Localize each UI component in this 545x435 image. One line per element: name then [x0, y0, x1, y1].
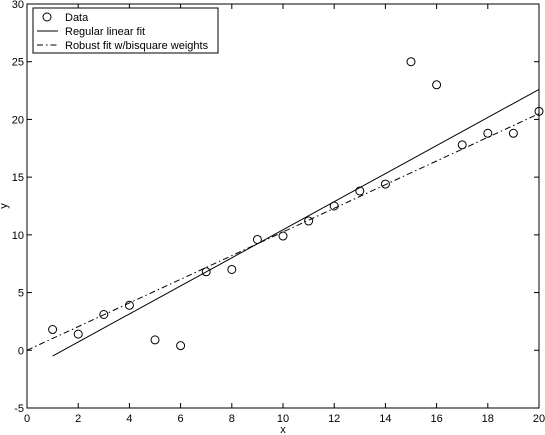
y-tick-label: 0 — [18, 345, 24, 357]
data-point — [355, 186, 365, 196]
data-point — [304, 216, 314, 226]
x-tick-label: 12 — [328, 413, 340, 425]
data-point — [201, 267, 211, 277]
data-point — [48, 325, 58, 335]
y-tick-label: 30 — [12, 0, 24, 11]
x-tick-label: 6 — [178, 413, 184, 425]
data-point — [380, 179, 390, 189]
legend: Data Regular linear fit Robust fit w/bis… — [32, 7, 219, 54]
legend-box — [32, 7, 219, 54]
y-tick-label: 15 — [12, 172, 24, 184]
x-tick-label: 16 — [430, 413, 442, 425]
data-point — [534, 106, 544, 116]
data-point — [508, 128, 518, 138]
y-tick-label: 5 — [18, 288, 24, 300]
x-tick-label: 4 — [126, 413, 132, 425]
y-tick-label: 10 — [12, 230, 24, 242]
legend-label-robust: Robust fit w/bisquare weights — [65, 40, 209, 52]
data-points — [48, 57, 544, 351]
y-tick-label: -5 — [14, 403, 24, 415]
data-point — [483, 128, 493, 138]
data-point — [124, 300, 134, 310]
x-tick-label: 20 — [533, 413, 545, 425]
data-point — [329, 201, 339, 211]
legend-label-data: Data — [65, 12, 89, 24]
x-axis: 0 2 4 6 8 10 12 14 16 18 20 — [24, 4, 545, 425]
y-tick-label: 20 — [12, 114, 24, 126]
legend-marker-data — [42, 12, 52, 22]
data-point — [73, 329, 83, 339]
regular-fit-line — [52, 88, 540, 357]
data-point — [457, 140, 467, 150]
plot-area — [26, 3, 540, 409]
data-point — [432, 80, 442, 90]
fit-lines — [26, 88, 540, 357]
legend-label-regular: Regular linear fit — [65, 26, 145, 38]
x-tick-label: 18 — [482, 413, 494, 425]
data-point — [406, 57, 416, 67]
x-tick-label: 0 — [24, 413, 30, 425]
data-point — [227, 264, 237, 274]
y-axis: -5 0 5 10 15 20 25 30 — [12, 0, 539, 415]
data-point — [252, 234, 262, 244]
data-point — [150, 335, 160, 345]
x-tick-label: 8 — [229, 413, 235, 425]
data-point — [99, 310, 109, 320]
y-axis-label: y — [0, 203, 10, 209]
x-axis-label: x — [280, 424, 286, 435]
x-tick-label: 14 — [379, 413, 391, 425]
x-tick-label: 2 — [75, 413, 81, 425]
y-tick-label: 25 — [12, 57, 24, 69]
x-tick-label: 10 — [277, 413, 289, 425]
data-point — [278, 231, 288, 241]
data-point — [176, 341, 186, 351]
